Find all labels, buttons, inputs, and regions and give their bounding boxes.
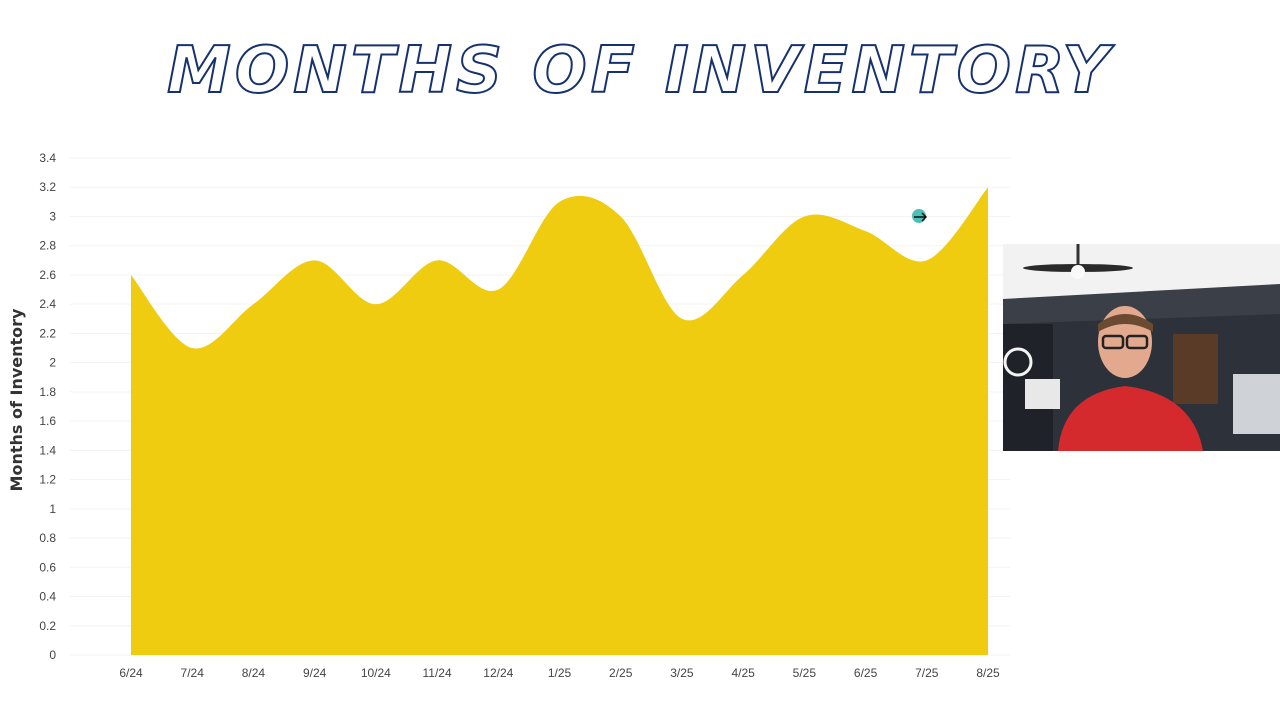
x-tick-label: 3/25 — [670, 666, 694, 680]
presenter-video-icon — [1003, 244, 1280, 451]
chart-title: MONTHS OF INVENTORY — [166, 33, 1113, 109]
y-tick-label: 0.8 — [39, 531, 56, 545]
x-tick-label: 11/24 — [423, 666, 452, 680]
y-tick-label: 3 — [49, 209, 56, 223]
x-tick-label: 6/25 — [854, 666, 878, 680]
y-tick-label: 2 — [49, 356, 56, 370]
x-tick-label: 6/24 — [119, 666, 143, 680]
x-tick-label: 12/24 — [483, 666, 513, 680]
y-tick-label: 1.6 — [39, 414, 56, 428]
x-axis-ticks: 6/24 7/24 8/24 9/24 10/24 11/24 12/24 1/25 2/25 3… — [119, 666, 1000, 680]
x-tick-label: 8/24 — [242, 666, 266, 680]
x-tick-label: 2/25 — [609, 666, 633, 680]
y-tick-label: 1.2 — [39, 473, 56, 487]
y-tick-label: 0.6 — [39, 560, 56, 574]
x-tick-label: 7/24 — [181, 666, 205, 680]
y-tick-label: 3.4 — [39, 151, 56, 165]
x-tick-label: 5/25 — [793, 666, 817, 680]
y-tick-label: 0.4 — [39, 590, 56, 604]
y-tick-label: 0 — [49, 648, 56, 662]
arrow-cursor-icon — [911, 208, 929, 226]
x-tick-label: 9/24 — [303, 666, 327, 680]
x-tick-label: 10/24 — [361, 666, 391, 680]
y-axis-label: Months of Inventory — [7, 308, 26, 492]
x-tick-label: 8/25 — [976, 666, 1000, 680]
y-tick-label: 1.4 — [39, 443, 56, 457]
y-tick-label: 3.2 — [39, 180, 56, 194]
y-tick-label: 2.4 — [39, 297, 56, 311]
y-tick-label: 2.6 — [39, 268, 56, 282]
y-axis-ticks: 0 0.2 0.4 0.6 0.8 1 1.2 1.4 1.6 1.8 2 2.2 2.4 2.6 2.8 3… — [39, 151, 56, 662]
y-tick-label: 0.2 — [39, 619, 56, 633]
x-tick-label: 4/25 — [731, 666, 755, 680]
x-tick-label: 1/25 — [548, 666, 572, 680]
inventory-area — [131, 187, 988, 655]
y-tick-label: 1 — [49, 502, 56, 516]
y-tick-label: 2.2 — [39, 326, 56, 340]
y-tick-label: 1.8 — [39, 385, 56, 399]
x-tick-label: 7/25 — [915, 666, 939, 680]
y-tick-label: 2.8 — [39, 239, 56, 253]
